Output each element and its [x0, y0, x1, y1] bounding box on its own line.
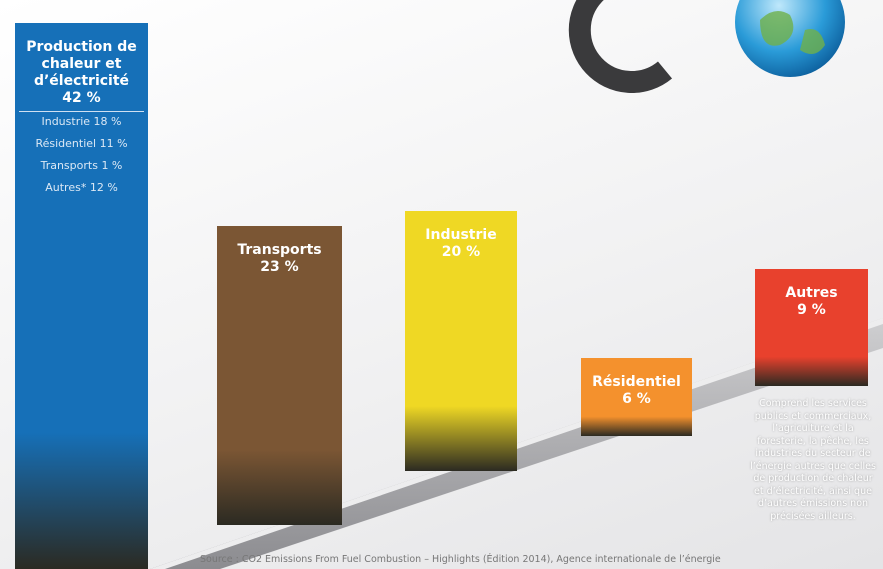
breakdown-item: Autres* 12 %: [45, 181, 118, 194]
bar: [755, 269, 868, 386]
bar: [217, 226, 342, 525]
bar-label: Résidentiel: [592, 374, 681, 390]
bar: [405, 211, 517, 471]
logo-land: [760, 11, 825, 54]
separator: [19, 111, 144, 112]
value-label: 23 %: [260, 259, 299, 275]
value-label: 9 %: [797, 302, 826, 318]
bar-label: Industrie: [425, 227, 497, 243]
bar-label: Production de chaleur et d’électricité: [26, 39, 137, 89]
value-label: 42 %: [62, 90, 101, 106]
breakdown-item: Résidentiel 11 %: [35, 137, 128, 150]
value-label: 6 %: [622, 391, 651, 407]
bar: [581, 358, 692, 436]
bar: [15, 23, 148, 569]
bar-label: Transports: [237, 242, 322, 258]
footnote: Comprend les services publics et commerc…: [750, 398, 876, 522]
breakdown-item: Transports 1 %: [40, 159, 123, 172]
breakdown-item: Industrie 18 %: [41, 115, 122, 128]
logo-c: [568, 0, 673, 93]
bar-label: Autres: [785, 285, 838, 301]
logo-globe: [735, 0, 845, 77]
value-label: 20 %: [441, 244, 481, 260]
source: Source : CO2 Emissions From Fuel Combust…: [200, 554, 721, 565]
